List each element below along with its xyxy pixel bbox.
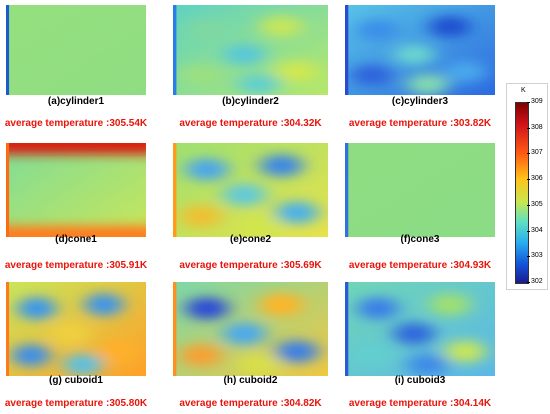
- colorbar-tick-mark: [527, 179, 530, 181]
- heatmap-panel: [6, 5, 146, 95]
- heatmap-panel: [6, 143, 146, 237]
- colorbar-tick-label: 302: [531, 278, 543, 285]
- panel-caption: (d)cone1: [55, 234, 97, 245]
- heatmap-panel: [173, 282, 328, 376]
- colorbar-tick-label: 304: [531, 226, 543, 234]
- colorbar-tick-label: 306: [531, 175, 543, 183]
- heatmap-panel: [6, 282, 146, 376]
- colorbar-tick-mark: [527, 102, 530, 103]
- panel-caption: (a)cylinder1: [47, 96, 105, 107]
- colorbar-tick-mark: [527, 256, 530, 258]
- average-temperature: average temperature :305.69K: [179, 260, 322, 271]
- colorbar-tick-mark: [527, 282, 530, 283]
- heatmap-panel: [173, 5, 328, 95]
- heatmap-panel: [173, 143, 328, 237]
- colorbar-tick-label: 307: [531, 149, 543, 157]
- panel-caption: (e)cone2: [229, 234, 272, 245]
- panel-caption: (i) cuboid3: [394, 375, 446, 386]
- average-temperature: average temperature :305.80K: [4, 398, 148, 409]
- average-temperature: average temperature :303.82K: [348, 118, 492, 129]
- panel-caption: (g) cuboid1: [49, 375, 103, 386]
- colorbar-tick-label: 309: [531, 98, 543, 105]
- panel-caption: (f)cone3: [400, 234, 440, 245]
- average-temperature: average temperature :304.93K: [348, 260, 492, 271]
- colorbar-tick-label: 308: [531, 123, 543, 131]
- average-temperature: average temperature :304.82K: [179, 398, 322, 409]
- colorbar-tick-label: 303: [531, 252, 543, 260]
- colorbar: K 309 308 307 306 305 304 303 302: [506, 83, 548, 290]
- colorbar-tick-mark: [527, 153, 530, 155]
- panel-caption: (c)cylinder3: [391, 96, 449, 107]
- heatmap-panel: [345, 5, 495, 95]
- colorbar-gradient: [515, 102, 529, 284]
- heatmap-panel: [345, 143, 495, 237]
- colorbar-tick-mark: [527, 230, 530, 232]
- heatmap-panel: [345, 282, 495, 376]
- colorbar-tick-mark: [527, 127, 530, 129]
- colorbar-tick-mark: [527, 204, 530, 206]
- average-temperature: average temperature :305.54K: [4, 118, 148, 129]
- average-temperature: average temperature :304.32K: [179, 118, 322, 129]
- average-temperature: average temperature :305.91K: [4, 260, 148, 271]
- average-temperature: average temperature :304.14K: [348, 398, 492, 409]
- colorbar-tick-label: 305: [531, 200, 543, 208]
- panel-caption: (h) cuboid2: [223, 375, 278, 386]
- panel-caption: (b)cylinder2: [222, 96, 279, 107]
- colorbar-unit: K: [521, 87, 526, 94]
